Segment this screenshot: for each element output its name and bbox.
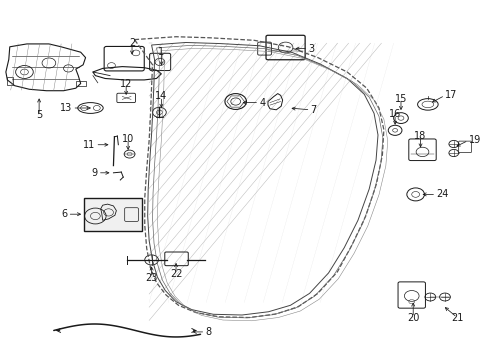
Text: 18: 18 xyxy=(413,131,426,141)
Text: 21: 21 xyxy=(450,312,463,323)
Text: 23: 23 xyxy=(145,273,158,283)
Text: 20: 20 xyxy=(406,312,419,323)
Text: 24: 24 xyxy=(435,189,447,199)
Text: 1: 1 xyxy=(158,47,164,57)
Text: 7: 7 xyxy=(310,105,316,115)
Text: 9: 9 xyxy=(91,168,98,178)
Text: 13: 13 xyxy=(60,103,72,113)
Text: 6: 6 xyxy=(61,209,67,219)
Text: 19: 19 xyxy=(468,135,480,145)
Text: 11: 11 xyxy=(83,140,95,150)
Text: 10: 10 xyxy=(122,134,134,144)
Text: 8: 8 xyxy=(205,327,211,337)
Bar xyxy=(76,81,85,86)
Text: 15: 15 xyxy=(394,94,407,104)
Bar xyxy=(84,198,142,231)
Text: 5: 5 xyxy=(36,110,42,120)
Text: 17: 17 xyxy=(444,90,456,100)
Text: 12: 12 xyxy=(120,78,132,89)
Text: 2: 2 xyxy=(129,38,135,48)
Bar xyxy=(7,77,13,85)
Text: 3: 3 xyxy=(307,44,314,54)
Text: 14: 14 xyxy=(155,91,167,102)
Text: 16: 16 xyxy=(388,109,401,120)
Text: 4: 4 xyxy=(259,98,265,108)
Text: 22: 22 xyxy=(169,269,182,279)
